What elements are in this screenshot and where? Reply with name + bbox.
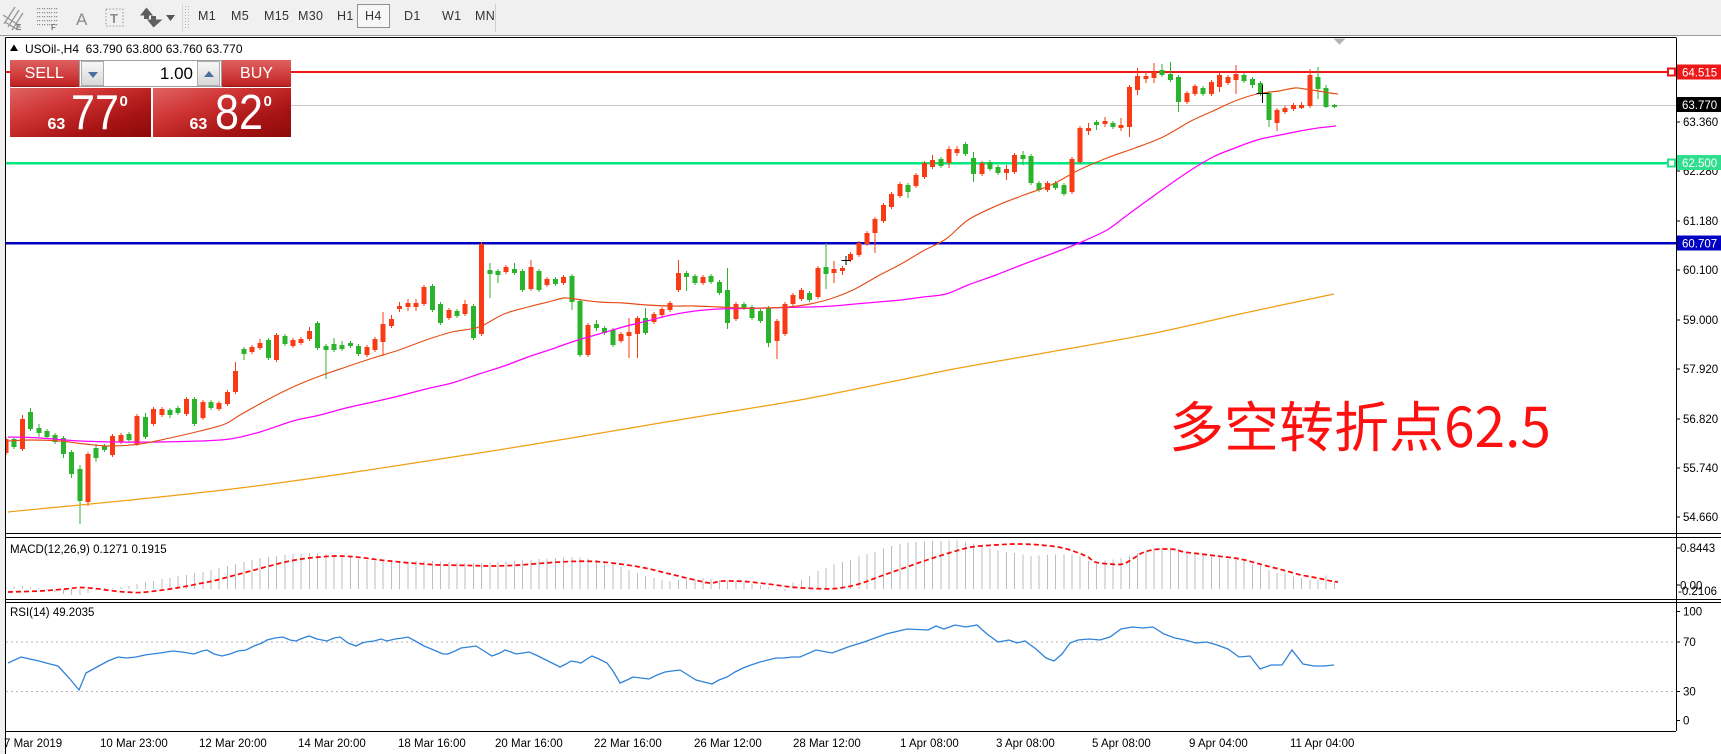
svg-text:62.500: 62.500 (1682, 158, 1717, 170)
svg-text:5 Apr 08:00: 5 Apr 08:00 (1092, 738, 1151, 750)
svg-text:3 Apr 08:00: 3 Apr 08:00 (996, 738, 1055, 750)
svg-text:0.00: 0.00 (1680, 581, 1702, 593)
svg-text:10 Mar 23:00: 10 Mar 23:00 (100, 738, 168, 750)
svg-text:28 Mar 12:00: 28 Mar 12:00 (793, 738, 861, 750)
svg-text:F: F (51, 23, 56, 32)
svg-text:61.180: 61.180 (1683, 216, 1718, 228)
svg-text:20 Mar 16:00: 20 Mar 16:00 (495, 738, 563, 750)
svg-text:RSI(14) 49.2035: RSI(14) 49.2035 (10, 607, 94, 619)
svg-text:100: 100 (1683, 607, 1702, 619)
svg-text:12 Mar 20:00: 12 Mar 20:00 (199, 738, 267, 750)
svg-text:60.707: 60.707 (1682, 239, 1717, 251)
svg-text:-0.2106: -0.2106 (1678, 586, 1717, 598)
svg-text:64.515: 64.515 (1682, 68, 1717, 80)
svg-text:54.660: 54.660 (1683, 512, 1718, 524)
svg-text:30: 30 (1683, 687, 1696, 699)
svg-text:18 Mar 16:00: 18 Mar 16:00 (398, 738, 466, 750)
svg-text:14 Mar 20:00: 14 Mar 20:00 (298, 738, 366, 750)
svg-text:9 Apr 04:00: 9 Apr 04:00 (1189, 738, 1248, 750)
svg-text:0: 0 (1683, 716, 1689, 728)
svg-text:60.100: 60.100 (1683, 265, 1718, 277)
svg-text:59.000: 59.000 (1683, 315, 1718, 327)
svg-text:USOil-,H4 63.790 63.800 63.76: USOil-,H4 63.790 63.800 63.760 63.770 (25, 42, 243, 56)
svg-text:63.770: 63.770 (1682, 100, 1717, 112)
svg-text:E: E (16, 23, 22, 32)
svg-text:MACD(12,26,9) 0.1271 0.1915: MACD(12,26,9) 0.1271 0.1915 (10, 544, 167, 556)
svg-text:70: 70 (1683, 637, 1696, 649)
svg-text:0.8443: 0.8443 (1680, 543, 1715, 555)
svg-text:26 Mar 12:00: 26 Mar 12:00 (694, 738, 762, 750)
svg-text:T: T (110, 11, 118, 26)
svg-text:1 Apr 08:00: 1 Apr 08:00 (900, 738, 959, 750)
svg-text:56.820: 56.820 (1683, 414, 1718, 426)
svg-text:57.920: 57.920 (1683, 364, 1718, 376)
svg-text:63.360: 63.360 (1683, 117, 1718, 129)
svg-text:11 Apr 04:00: 11 Apr 04:00 (1290, 738, 1354, 750)
svg-text:55.740: 55.740 (1683, 463, 1718, 475)
svg-text:A: A (76, 10, 88, 29)
svg-text:22 Mar 16:00: 22 Mar 16:00 (594, 738, 662, 750)
svg-text:7 Mar 2019: 7 Mar 2019 (4, 738, 62, 750)
